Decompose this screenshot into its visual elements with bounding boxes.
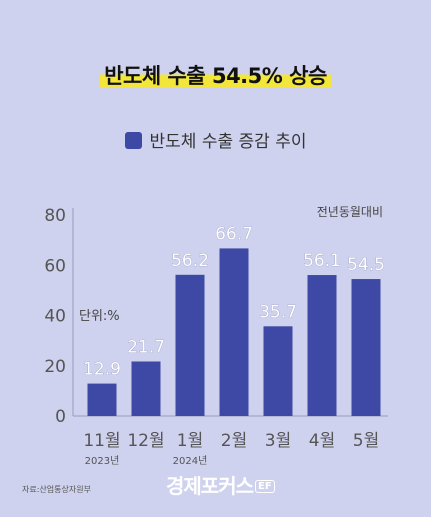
- x-tick-label: 12월: [127, 431, 164, 451]
- unit-label: 단위:%: [79, 309, 120, 324]
- logo-badge: EF: [255, 480, 275, 493]
- logo-text: 경제포커스: [166, 474, 254, 498]
- x-tick-label: 5월: [353, 431, 379, 451]
- data-label: 21.7: [127, 337, 165, 357]
- data-label: 56.2: [171, 251, 209, 271]
- source-note: 자료:산업통상자원부: [22, 485, 91, 494]
- data-label: 35.7: [259, 302, 297, 322]
- x-tick-label: 1월: [177, 431, 203, 451]
- x-tick-label: 2월: [221, 431, 247, 451]
- annotation-label: 전년동월대비: [317, 205, 383, 219]
- data-label: 12.9: [83, 360, 121, 380]
- y-tick-label: 0: [55, 407, 66, 427]
- bar: [131, 361, 161, 416]
- x-tick-label: 4월: [309, 431, 335, 451]
- x-tick-label: 3월: [265, 431, 291, 451]
- x-year-label: 2024년: [173, 455, 208, 467]
- legend: 반도체 수출 증감 추이: [0, 127, 431, 152]
- legend-label: 반도체 수출 증감 추이: [149, 132, 307, 152]
- y-tick-label: 40: [44, 307, 66, 327]
- page-title: 반도체 수출 54.5% 상승: [100, 60, 331, 90]
- bar: [87, 383, 117, 416]
- x-tick-label: 11월: [83, 431, 120, 451]
- title-container: 반도체 수출 54.5% 상승: [0, 60, 431, 90]
- brand-logo: 경제포커스 EF: [166, 470, 275, 499]
- bar: [175, 274, 205, 416]
- bar: [351, 279, 381, 416]
- data-label: 56.1: [303, 251, 341, 271]
- bar: [219, 248, 249, 416]
- x-year-label: 2023년: [85, 455, 120, 467]
- data-label: 54.5: [347, 255, 385, 275]
- data-label: 66.7: [215, 224, 253, 244]
- y-tick-label: 20: [44, 357, 66, 377]
- y-tick-label: 60: [44, 256, 66, 276]
- bar: [263, 326, 293, 416]
- y-tick-label: 80: [44, 206, 66, 226]
- legend-swatch: [124, 132, 142, 149]
- bar: [307, 275, 337, 416]
